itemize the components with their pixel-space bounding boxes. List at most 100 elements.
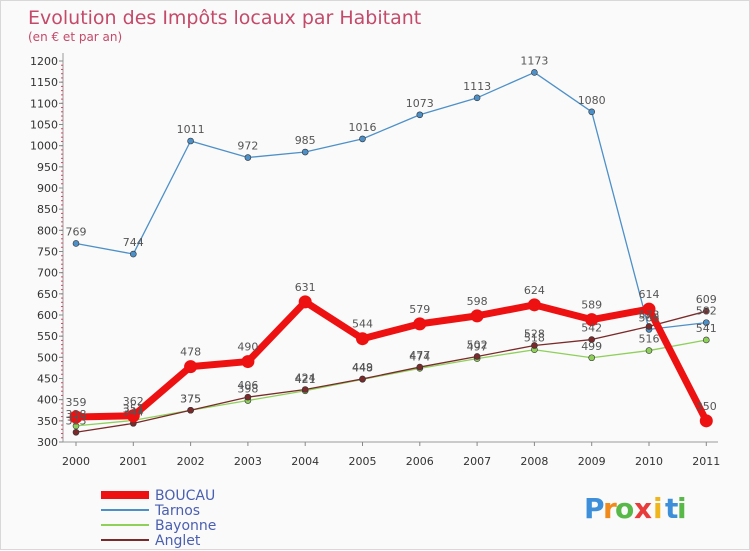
data-label-tarnos: 582 xyxy=(696,305,717,318)
y-tick-label: 600 xyxy=(37,309,58,322)
data-point-anglet xyxy=(588,336,596,343)
y-tick-label: 1050 xyxy=(30,119,58,132)
data-label-boucau: 598 xyxy=(467,295,488,308)
series-line-anglet xyxy=(75,310,707,433)
data-point-anglet xyxy=(702,307,710,315)
logo-letter: o xyxy=(615,492,634,525)
x-tick-label: 2005 xyxy=(349,455,377,468)
data-point-tarnos xyxy=(187,137,194,145)
x-tick-label: 2010 xyxy=(635,455,663,468)
data-point-anglet xyxy=(359,375,366,383)
data-point-anglet xyxy=(531,342,538,349)
data-point-boucau xyxy=(126,409,140,423)
y-tick-label: 1000 xyxy=(30,140,58,153)
data-label-boucau: 631 xyxy=(295,281,316,294)
data-label-anglet: 406 xyxy=(237,379,258,392)
y-tick-label: 950 xyxy=(37,161,58,174)
logo-letter: i xyxy=(677,492,687,525)
data-label-boucau: 478 xyxy=(180,346,201,359)
data-point-bayonne xyxy=(702,336,710,344)
data-point-boucau xyxy=(69,410,83,424)
data-point-boucau xyxy=(527,298,541,312)
data-label-tarnos: 1173 xyxy=(520,54,548,67)
data-point-anglet xyxy=(301,386,309,393)
data-label-anglet: 344 xyxy=(123,405,144,418)
y-tick-label: 800 xyxy=(37,224,58,237)
data-point-anglet xyxy=(187,406,194,414)
data-label-bayonne: 421 xyxy=(295,373,316,386)
data-point-tarnos xyxy=(301,148,309,156)
y-tick-label: 1200 xyxy=(30,55,58,68)
data-point-tarnos xyxy=(359,135,366,143)
data-point-bayonne xyxy=(588,354,596,362)
logo-letter: x xyxy=(634,492,652,525)
data-point-tarnos xyxy=(244,154,252,161)
proxiti-logo: Pro x i ti xyxy=(584,492,687,525)
data-label-bayonne: 499 xyxy=(581,340,602,353)
data-label-tarnos: 972 xyxy=(237,140,258,153)
data-point-boucau xyxy=(298,295,312,309)
data-point-boucau xyxy=(699,414,713,428)
data-label-anglet: 542 xyxy=(581,322,602,335)
data-point-boucau xyxy=(356,332,369,346)
y-tick-label: 550 xyxy=(37,330,58,343)
data-label-anglet: 424 xyxy=(295,372,316,385)
data-point-tarnos xyxy=(416,111,424,119)
data-label-boucau: 579 xyxy=(409,303,430,316)
data-label-tarnos: 769 xyxy=(66,225,87,238)
data-point-bayonne xyxy=(645,347,653,354)
data-label-bayonne: 351 xyxy=(123,402,144,415)
data-label-boucau: 589 xyxy=(581,299,602,312)
data-point-anglet xyxy=(72,428,80,436)
y-tick-label: 1150 xyxy=(30,76,58,89)
data-label-tarnos: 1016 xyxy=(349,121,377,134)
data-label-tarnos: 566 xyxy=(639,311,660,324)
data-label-boucau: 359 xyxy=(66,396,87,409)
data-label-boucau: 490 xyxy=(237,341,258,354)
data-label-tarnos: 1113 xyxy=(463,80,491,93)
y-tick-label: 900 xyxy=(37,182,58,195)
data-point-boucau xyxy=(585,313,599,327)
data-label-tarnos: 985 xyxy=(295,134,316,147)
data-label-boucau: 350 xyxy=(696,400,717,413)
data-point-boucau xyxy=(241,355,255,369)
y-tick-label: 350 xyxy=(37,415,58,428)
x-tick-label: 2006 xyxy=(406,455,434,468)
x-tick-label: 2002 xyxy=(177,455,205,468)
data-label-anglet: 375 xyxy=(180,392,201,405)
y-tick-label: 300 xyxy=(37,436,58,449)
legend-label-anglet: Anglet xyxy=(155,533,201,549)
data-point-tarnos xyxy=(531,69,538,76)
data-label-tarnos: 1073 xyxy=(406,97,434,110)
data-label-bayonne: 516 xyxy=(639,333,660,346)
data-label-anglet: 502 xyxy=(467,338,488,351)
y-tick-label: 750 xyxy=(37,246,58,259)
y-tick-label: 500 xyxy=(37,351,58,364)
data-label-boucau: 544 xyxy=(352,318,373,331)
data-label-anglet: 449 xyxy=(352,361,373,374)
y-tick-label: 850 xyxy=(37,203,58,216)
data-label-bayonne: 448 xyxy=(352,361,373,374)
data-label-tarnos: 744 xyxy=(123,236,144,249)
data-point-tarnos xyxy=(72,240,80,247)
data-point-boucau xyxy=(470,309,484,323)
y-tick-label: 650 xyxy=(37,288,58,301)
data-label-anglet: 573 xyxy=(639,308,660,321)
data-label-anglet: 528 xyxy=(524,327,545,340)
data-label-bayonne: 541 xyxy=(696,322,717,335)
data-label-anglet: 323 xyxy=(66,414,87,427)
data-label-bayonne: 398 xyxy=(237,383,258,396)
data-point-boucau xyxy=(642,302,656,316)
logo-letter: i xyxy=(653,492,663,525)
legend-label-bayonne: Bayonne xyxy=(155,518,216,534)
x-tick-label: 2008 xyxy=(520,455,548,468)
logo-letter: P xyxy=(584,492,605,525)
data-label-boucau: 624 xyxy=(524,284,545,297)
data-label-bayonne: 375 xyxy=(180,392,201,405)
data-point-tarnos xyxy=(588,108,596,116)
data-label-boucau: 614 xyxy=(639,288,660,301)
legend-label-tarnos: Tarnos xyxy=(154,503,200,519)
y-tick-label: 450 xyxy=(37,373,58,386)
